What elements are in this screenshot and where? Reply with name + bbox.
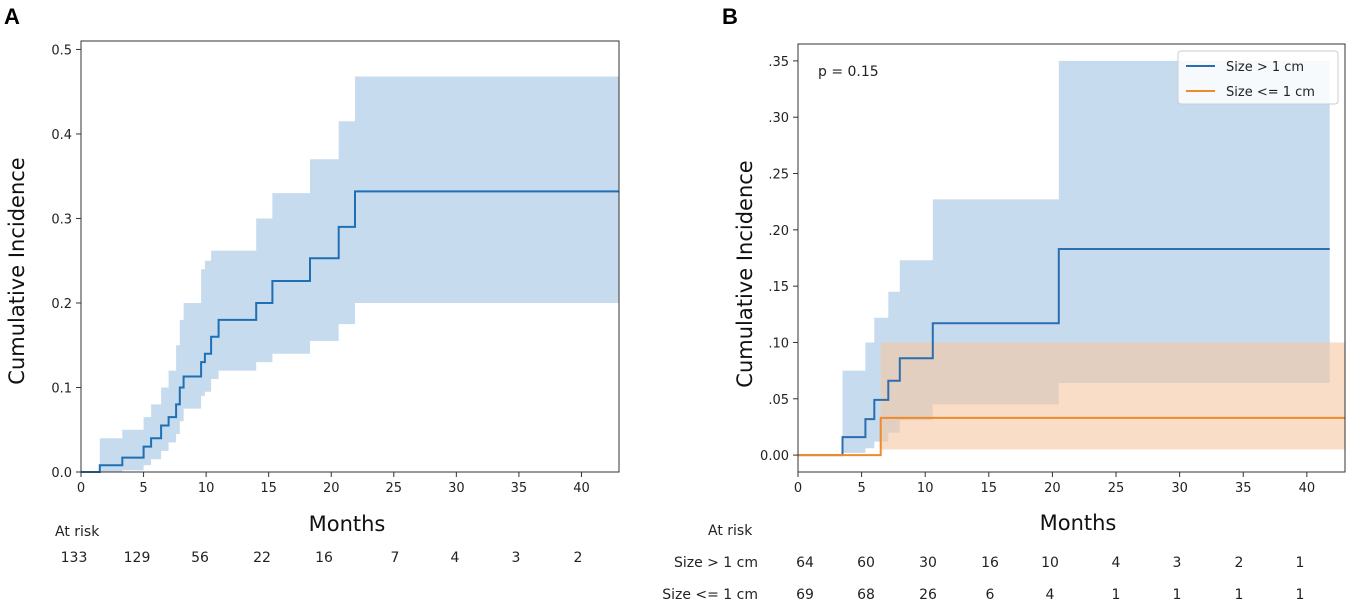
a-x-tick-label: 35 <box>511 481 528 496</box>
b-at-risk-count: 30 <box>919 555 937 571</box>
panel-a-at-risk-table: 133 129 56 22 16 7 4 3 2 <box>61 550 583 566</box>
b-at-risk-count: 69 <box>796 587 814 603</box>
panel-a: A 0 5 10 15 20 25 30 35 40 0.0 0.1 0.2 0.3 0.4 0.5 Mo… <box>4 4 620 566</box>
b-at-risk-count: 1 <box>1296 587 1305 603</box>
b-y-tick-label: 0.00 <box>760 449 789 464</box>
b-y-tick-label: .05 <box>768 393 789 408</box>
b-x-tick-label: 25 <box>1108 481 1125 496</box>
b-at-risk-count: 1 <box>1173 587 1182 603</box>
panel-a-curves <box>81 190 619 473</box>
b-at-risk-count: 6 <box>986 587 995 603</box>
panel-b: B 0 5 10 15 20 25 30 35 40 0.00 .05 .10 .15 .20 .25 .3… <box>662 4 1346 603</box>
panel-b-at-risk-title: At risk <box>708 523 753 539</box>
b-at-risk-count: 16 <box>981 555 999 571</box>
b-y-tick-label: .20 <box>768 224 789 239</box>
panel-b-y-axis-label: Cumulative Incidence <box>733 160 757 387</box>
panel-a-x-axis-label: Months <box>309 512 386 536</box>
panel-a-letter: A <box>4 4 20 29</box>
b-at-risk-count: 60 <box>857 555 875 571</box>
a-at-risk-count: 7 <box>391 550 400 566</box>
a-x-tick-label: 5 <box>139 481 147 496</box>
b-y-tick-label: .30 <box>768 111 789 126</box>
b-at-risk-count: 1 <box>1296 555 1305 571</box>
a-at-risk-count: 129 <box>124 550 151 566</box>
b-y-tick-label: .35 <box>768 55 789 70</box>
a-at-risk-count: 56 <box>191 550 209 566</box>
panel-a-confidence-bands <box>81 76 619 472</box>
b-x-tick-label: 5 <box>857 481 865 496</box>
b-at-risk-count: 1 <box>1112 587 1121 603</box>
panel-b-plot-frame <box>797 43 1346 473</box>
b-at-risk-count: 68 <box>857 587 875 603</box>
b-at-risk-count: 1 <box>1235 587 1244 603</box>
b-y-tick-label: .10 <box>768 336 789 351</box>
b-x-tick-label: 20 <box>1044 481 1061 496</box>
a-y-tick-label: 0.0 <box>51 466 72 481</box>
b-x-tick-label: 15 <box>981 481 998 496</box>
b-y-tick-label: .25 <box>768 168 789 183</box>
b-at-risk-count: 64 <box>796 555 814 571</box>
panel-b-legend: Size > 1 cm Size <= 1 cm <box>1177 50 1339 105</box>
panel-b-confidence-bands <box>798 60 1345 456</box>
a-at-risk-count: 16 <box>315 550 333 566</box>
a-at-risk-count: 133 <box>61 550 88 566</box>
panel-a-x-ticks: 0 5 10 15 20 25 30 35 40 <box>77 472 590 496</box>
a-x-tick-label: 40 <box>573 481 590 496</box>
a-x-tick-label: 10 <box>198 481 215 496</box>
b-at-risk-count: 2 <box>1235 555 1244 571</box>
panel-b-legend-label: Size > 1 cm <box>1226 60 1304 75</box>
b-line-size-1-cm <box>798 416 1345 457</box>
panel-b-curves <box>798 248 1345 457</box>
panel-b-letter: B <box>722 4 738 29</box>
a-at-risk-count: 22 <box>253 550 271 566</box>
b-line-size-1-cm <box>798 248 1330 457</box>
a-x-tick-label: 15 <box>260 481 277 496</box>
a-x-tick-label: 20 <box>323 481 340 496</box>
panel-b-legend-label: Size <= 1 cm <box>1226 85 1315 100</box>
b-at-risk-count: 3 <box>1173 555 1182 571</box>
b-x-tick-label: 10 <box>917 481 934 496</box>
a-y-tick-label: 0.2 <box>51 297 72 312</box>
b-at-risk-count: 26 <box>919 587 937 603</box>
b-x-tick-label: 40 <box>1299 481 1316 496</box>
panel-a-at-risk-title: At risk <box>55 524 100 540</box>
a-x-tick-label: 30 <box>448 481 465 496</box>
a-band-all <box>81 76 619 472</box>
panel-b-y-ticks: 0.00 .05 .10 .15 .20 .25 .30 .35 <box>760 55 798 464</box>
panel-b-legend-box <box>1177 50 1339 105</box>
b-x-tick-label: 30 <box>1171 481 1188 496</box>
b-y-tick-label: .15 <box>768 280 789 295</box>
a-y-tick-label: 0.1 <box>51 381 72 396</box>
panel-a-y-ticks: 0.0 0.1 0.2 0.3 0.4 0.5 <box>51 43 81 481</box>
b-at-risk-row-label: Size <= 1 cm <box>662 587 758 603</box>
panel-a-y-axis-label: Cumulative Incidence <box>5 157 29 384</box>
a-at-risk-count: 3 <box>512 550 521 566</box>
a-y-tick-label: 0.4 <box>51 128 72 143</box>
b-x-tick-label: 35 <box>1235 481 1252 496</box>
a-y-tick-label: 0.5 <box>51 43 72 58</box>
a-x-tick-label: 0 <box>77 481 85 496</box>
b-at-risk-count: 4 <box>1112 555 1121 571</box>
b-at-risk-row-label: Size > 1 cm <box>674 555 758 571</box>
b-x-tick-label: 0 <box>794 481 802 496</box>
panel-a-plot-frame <box>80 40 620 473</box>
b-at-risk-count: 4 <box>1046 587 1055 603</box>
panel-b-x-ticks: 0 5 10 15 20 25 30 35 40 <box>794 472 1315 496</box>
a-x-tick-label: 25 <box>386 481 403 496</box>
b-band-size-1-cm <box>798 342 1345 456</box>
panel-b-p-value: p = 0.15 <box>818 64 879 80</box>
b-at-risk-count: 10 <box>1041 555 1059 571</box>
panel-b-x-axis-label: Months <box>1040 511 1117 535</box>
a-at-risk-count: 2 <box>574 550 583 566</box>
a-y-tick-label: 0.3 <box>51 212 72 227</box>
a-line-all <box>81 190 619 473</box>
a-at-risk-count: 4 <box>451 550 460 566</box>
